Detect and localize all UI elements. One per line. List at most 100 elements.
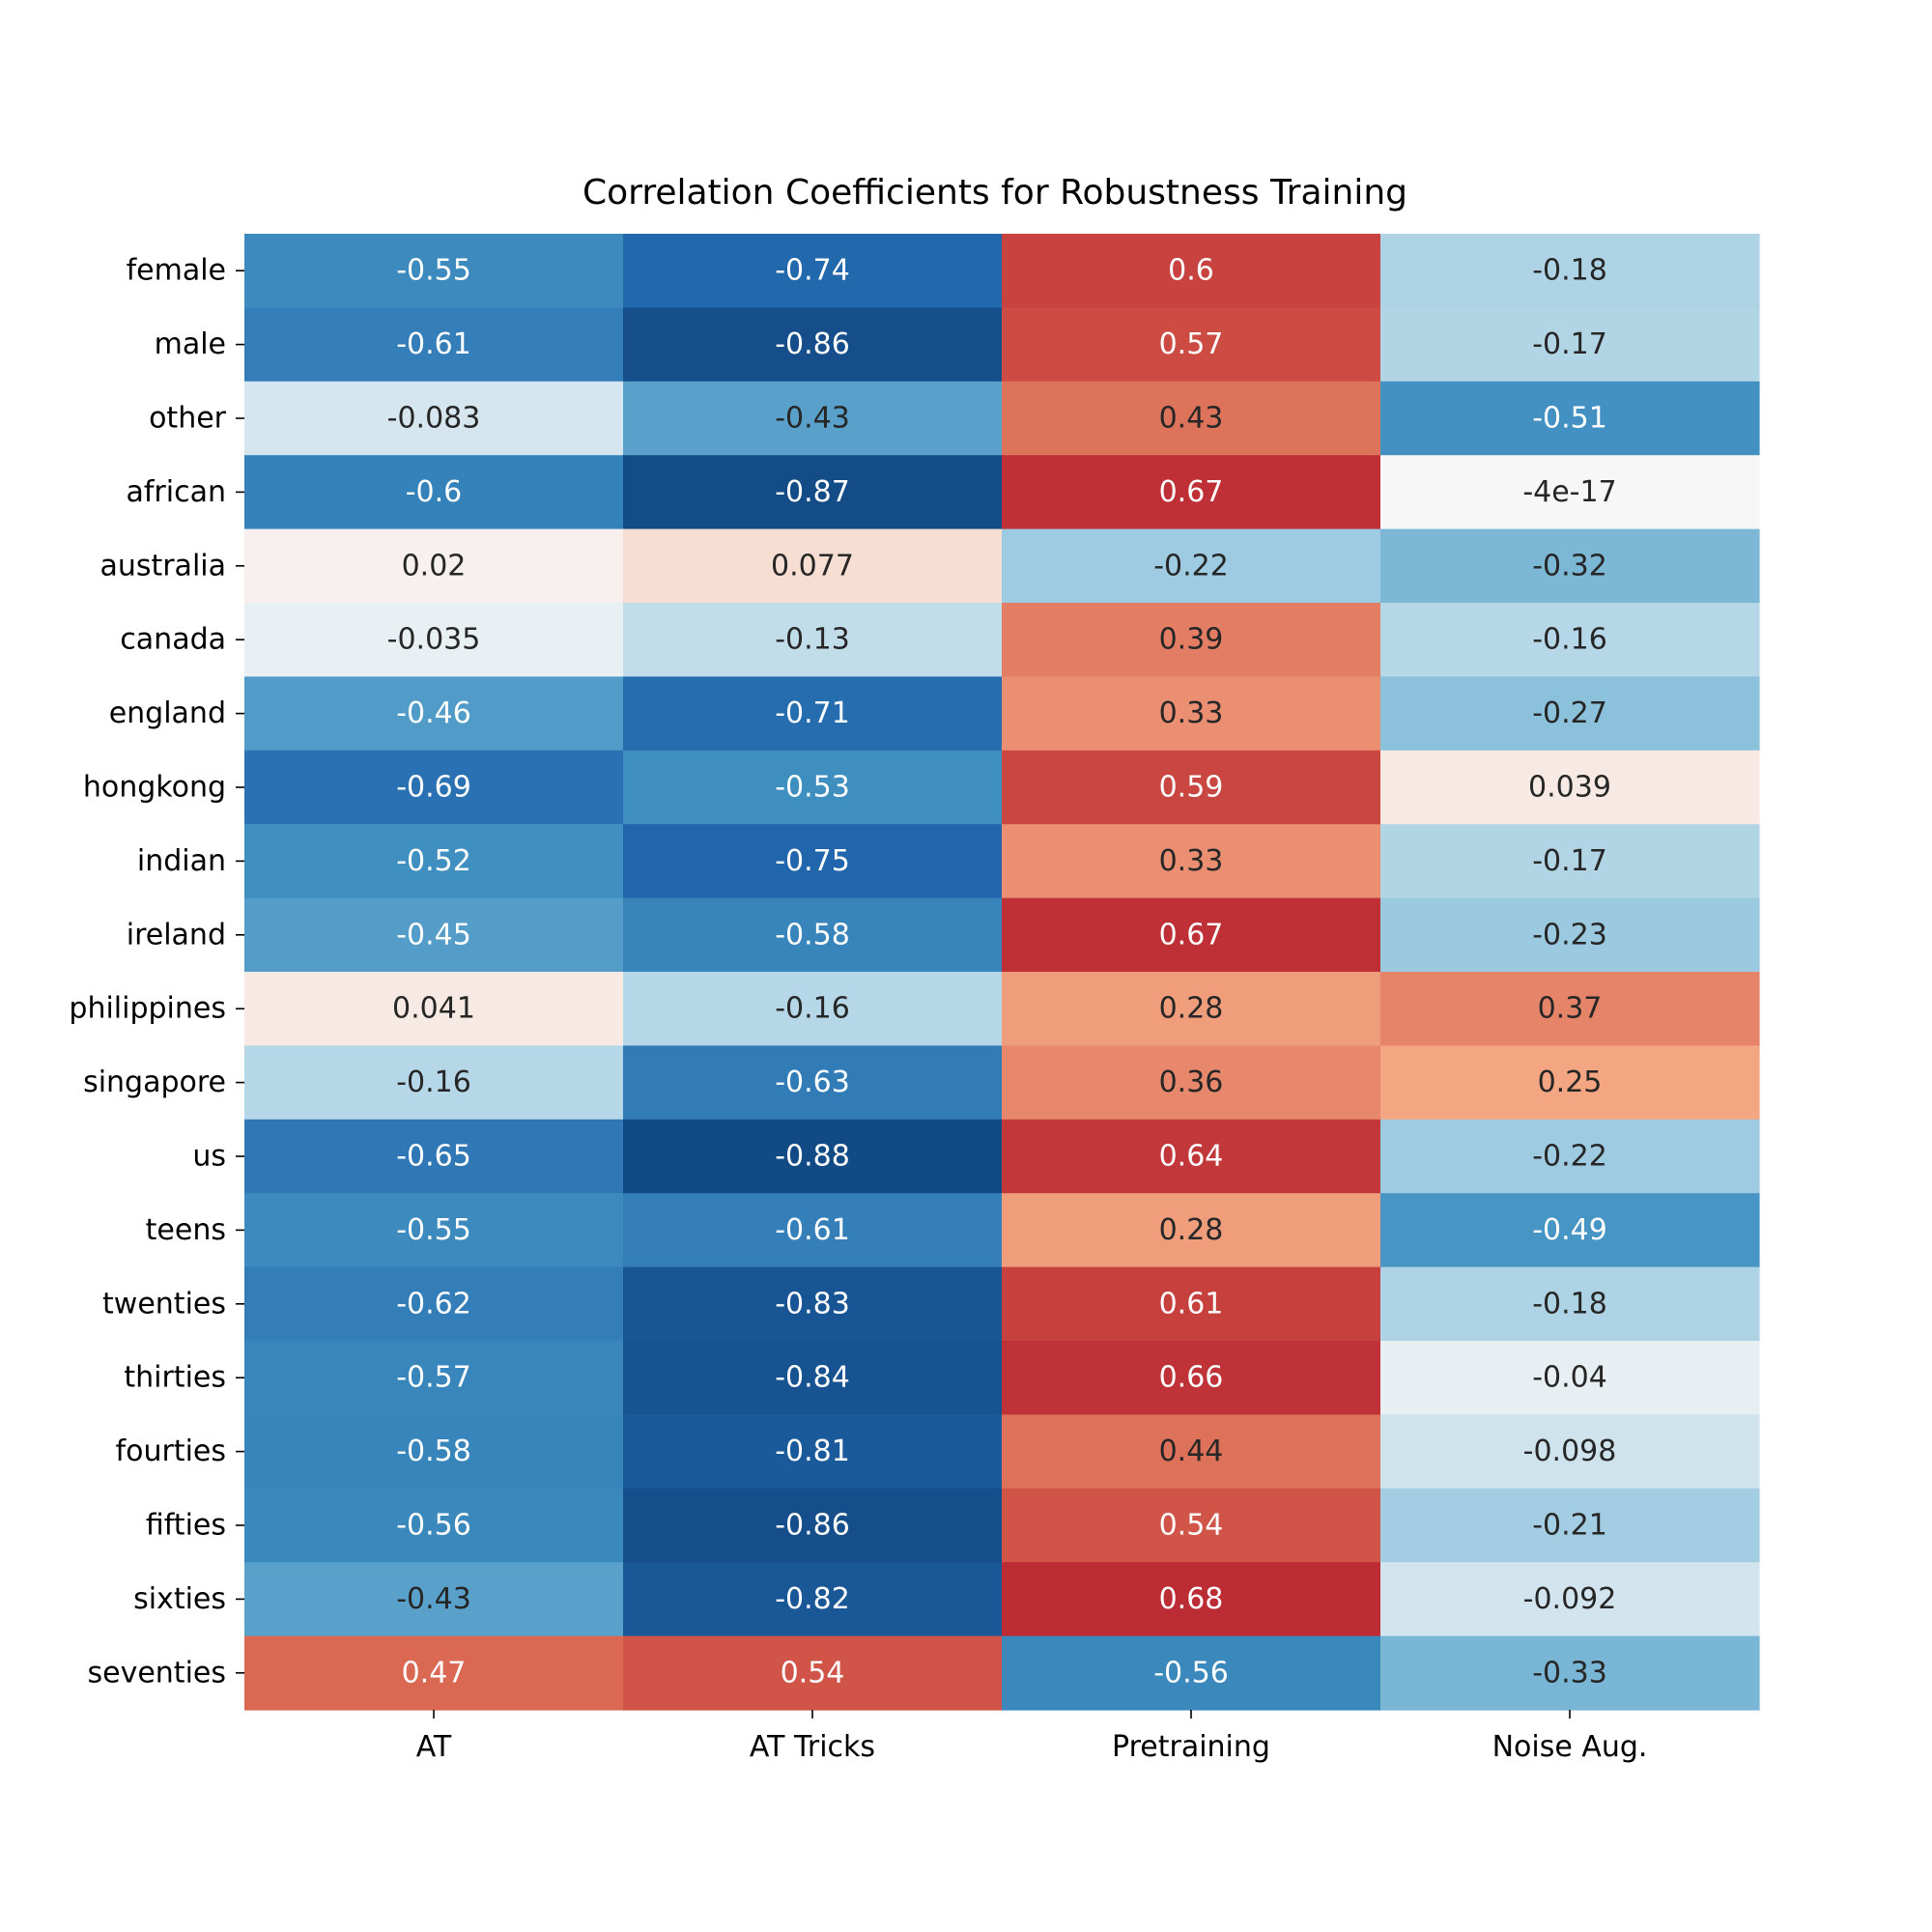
heatmap-cell: [623, 1414, 1003, 1490]
heatmap-cell: [244, 824, 624, 899]
cell-value-label: -0.43: [396, 1582, 471, 1616]
heatmap-cell: [623, 1193, 1003, 1268]
cell-value-label: -0.51: [1532, 402, 1607, 436]
heatmap-cell: [244, 1266, 624, 1342]
cell-value-label: -0.33: [1532, 1656, 1607, 1690]
cell-value-label: 0.33: [1159, 844, 1224, 878]
cell-value-label: 0.68: [1159, 1582, 1224, 1616]
heatmap-cell: [1002, 455, 1381, 530]
cell-value-label: -0.27: [1532, 696, 1607, 730]
heatmap-cell: [623, 1119, 1003, 1194]
x-tick-label: AT Tricks: [750, 1730, 875, 1764]
cell-value-label: -0.32: [1532, 549, 1607, 582]
heatmap-cell: [1002, 1488, 1381, 1563]
heatmap-cell: [244, 750, 624, 825]
cell-value-label: -0.04: [1532, 1361, 1607, 1395]
y-tick-label: england: [109, 696, 226, 730]
heatmap-cell: [244, 1414, 624, 1490]
cell-value-label: -0.13: [775, 623, 850, 657]
cell-value-label: -0.57: [396, 1361, 471, 1395]
heatmap-cell: [244, 307, 624, 383]
heatmap-cell: [623, 1635, 1003, 1711]
cell-value-label: -0.16: [396, 1065, 471, 1099]
cell-value-label: -0.21: [1532, 1509, 1607, 1543]
y-tick-label: twenties: [102, 1287, 226, 1321]
heatmap-cell: [1380, 750, 1760, 825]
heatmap-cell: [1002, 528, 1381, 604]
heatmap-cell: [1380, 455, 1760, 530]
cell-value-label: -0.71: [775, 696, 850, 730]
cell-value-label: -0.6: [406, 475, 463, 509]
cell-value-label: -0.52: [396, 844, 471, 878]
cell-value-label: -0.098: [1523, 1435, 1617, 1468]
cell-value-label: -0.63: [775, 1065, 850, 1099]
y-tick-label: canada: [120, 623, 226, 657]
heatmap-cell: [1380, 528, 1760, 604]
cell-value-label: -0.18: [1532, 254, 1607, 288]
heatmap-cell: [623, 676, 1003, 752]
x-axis: AT AT Tricks Pretraining Noise Aug.: [416, 1710, 1648, 1764]
heatmap-cell: [244, 1635, 624, 1711]
heatmap-cell: [244, 1488, 624, 1563]
heatmap-cell: [1002, 381, 1381, 456]
cell-value-label: -0.61: [396, 327, 471, 361]
heatmap-cell: [1380, 1045, 1760, 1121]
cell-value-label: -0.23: [1532, 918, 1607, 952]
heatmap-cell: [1002, 307, 1381, 383]
cell-value-label: -0.74: [775, 254, 850, 288]
heatmap-cell: [1002, 972, 1381, 1046]
cell-value-label: -0.083: [387, 402, 481, 436]
cell-value-label: -0.69: [396, 771, 471, 805]
cell-value-label: -0.58: [775, 918, 850, 952]
heatmap-cell: [1380, 234, 1760, 308]
cell-value-label: 0.039: [1528, 771, 1611, 805]
cell-value-label: -0.45: [396, 918, 471, 952]
cell-value-label: 0.67: [1159, 475, 1224, 509]
heatmap-cell: [244, 1341, 624, 1415]
cell-value-label: -0.56: [1153, 1656, 1229, 1690]
cell-value-label: 0.57: [1159, 327, 1224, 361]
y-tick-label: philippines: [69, 992, 226, 1026]
y-tick-label: us: [192, 1140, 226, 1174]
heatmap-cell: [1380, 307, 1760, 383]
cell-value-label: 0.47: [402, 1656, 467, 1690]
cell-value-label: -0.83: [775, 1287, 850, 1321]
y-tick-label: singapore: [83, 1065, 226, 1099]
cell-value-label: -0.62: [396, 1287, 471, 1321]
heatmap-cell: [1002, 1193, 1381, 1268]
cell-value-label: 0.33: [1159, 696, 1224, 730]
cell-value-label: 0.64: [1159, 1140, 1224, 1174]
heatmap-cell: [1380, 897, 1760, 973]
cell-value-label: -0.092: [1523, 1582, 1617, 1616]
cell-value-label: -0.55: [396, 1213, 471, 1247]
heatmap-cell: [1380, 824, 1760, 899]
heatmap-cell: [1002, 234, 1381, 308]
y-axis: female male other african australia canada eng…: [69, 254, 244, 1690]
heatmap-cell: [1002, 1414, 1381, 1490]
x-tick-label: Noise Aug.: [1492, 1730, 1648, 1764]
heatmap-cell: [1380, 1414, 1760, 1490]
heatmap-cell: [1002, 603, 1381, 677]
cell-value-label: 0.28: [1159, 1213, 1224, 1247]
cell-value-label: 0.61: [1159, 1287, 1224, 1321]
heatmap-cell: [1380, 676, 1760, 752]
cell-value-label: -0.43: [775, 402, 850, 436]
heatmap-cell: [1380, 972, 1760, 1046]
heatmap-cell: [244, 1193, 624, 1268]
cell-value-label: 0.6: [1168, 254, 1214, 288]
heatmap-cell: [623, 381, 1003, 456]
cell-value-label: -0.86: [775, 327, 850, 361]
cell-value-label: 0.39: [1159, 623, 1224, 657]
heatmap-cell: [1002, 1341, 1381, 1415]
heatmap-cell: [623, 824, 1003, 899]
heatmap-cell: [1380, 1488, 1760, 1563]
cell-value-label: -0.17: [1532, 327, 1607, 361]
cell-value-label: -0.88: [775, 1140, 850, 1174]
heatmap-cell: [244, 234, 624, 308]
cell-value-label: -0.55: [396, 254, 471, 288]
cell-value-label: -0.035: [387, 623, 481, 657]
heatmap-cell: [623, 972, 1003, 1046]
heatmap-cell: [1002, 1635, 1381, 1711]
